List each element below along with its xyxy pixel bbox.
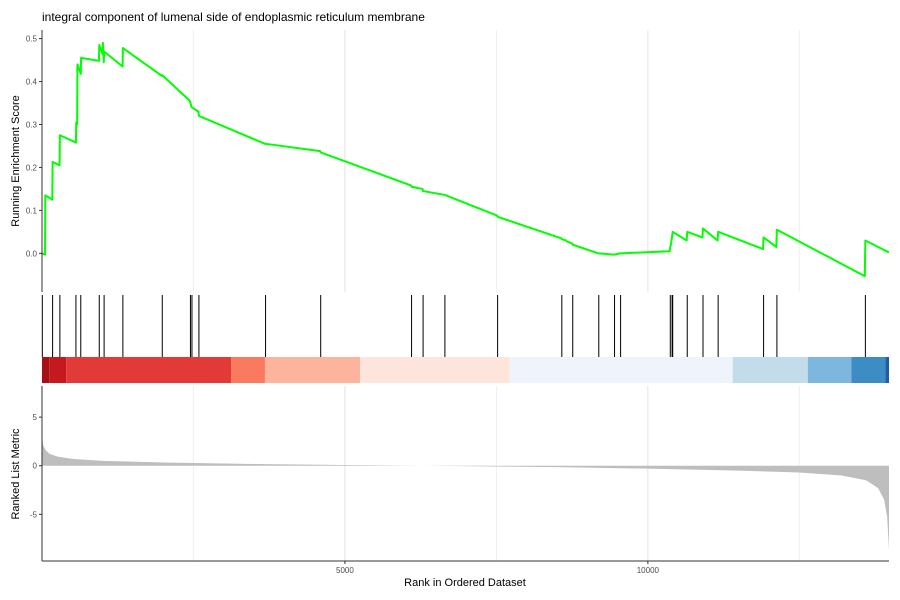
gene-hits-panel xyxy=(41,295,889,383)
rank-color-band xyxy=(885,357,889,383)
x-axis-title: Rank in Ordered Dataset xyxy=(404,577,526,589)
y-tick-label-es: 0.2 xyxy=(26,163,38,172)
y-axis-title-es: Running Enrichment Score xyxy=(10,95,22,226)
rank-color-band xyxy=(851,357,886,383)
chart-title: integral component of lumenal side of en… xyxy=(42,10,425,24)
ranked-metric-panel xyxy=(42,436,889,551)
rank-color-band xyxy=(732,357,808,383)
y-tick-label-ranked: 5 xyxy=(33,413,38,422)
x-tick-label: 10000 xyxy=(637,566,660,575)
y-tick-label-es: 0.4 xyxy=(26,78,38,87)
ranked-metric-area xyxy=(42,436,889,551)
rank-color-band xyxy=(264,357,361,383)
rank-color-band xyxy=(509,357,733,383)
y-tick-label-ranked: -5 xyxy=(30,510,38,519)
es-line xyxy=(41,41,890,278)
rank-color-band xyxy=(42,357,50,383)
rank-color-band xyxy=(66,357,232,383)
rank-color-band xyxy=(360,357,510,383)
y-tick-label-es: 0.3 xyxy=(26,120,38,129)
rank-color-band xyxy=(49,357,67,383)
y-tick-label-es: 0.1 xyxy=(26,206,38,215)
y-tick-label-ranked: 0 xyxy=(33,462,38,471)
axes: 0.0 0.1 0.2 0.3 0.4 0.5 -5 0 5 5000 10000 xyxy=(26,30,889,575)
y-axis-title-ranked: Ranked List Metric xyxy=(10,428,22,520)
y-tick-label-es: 0.0 xyxy=(26,249,38,258)
running-es-panel xyxy=(41,41,890,278)
rank-color-band xyxy=(231,357,265,383)
rank-color-band xyxy=(807,357,852,383)
y-tick-label-es: 0.5 xyxy=(26,35,38,44)
grid-lines xyxy=(192,30,800,561)
x-tick-label: 5000 xyxy=(336,566,354,575)
